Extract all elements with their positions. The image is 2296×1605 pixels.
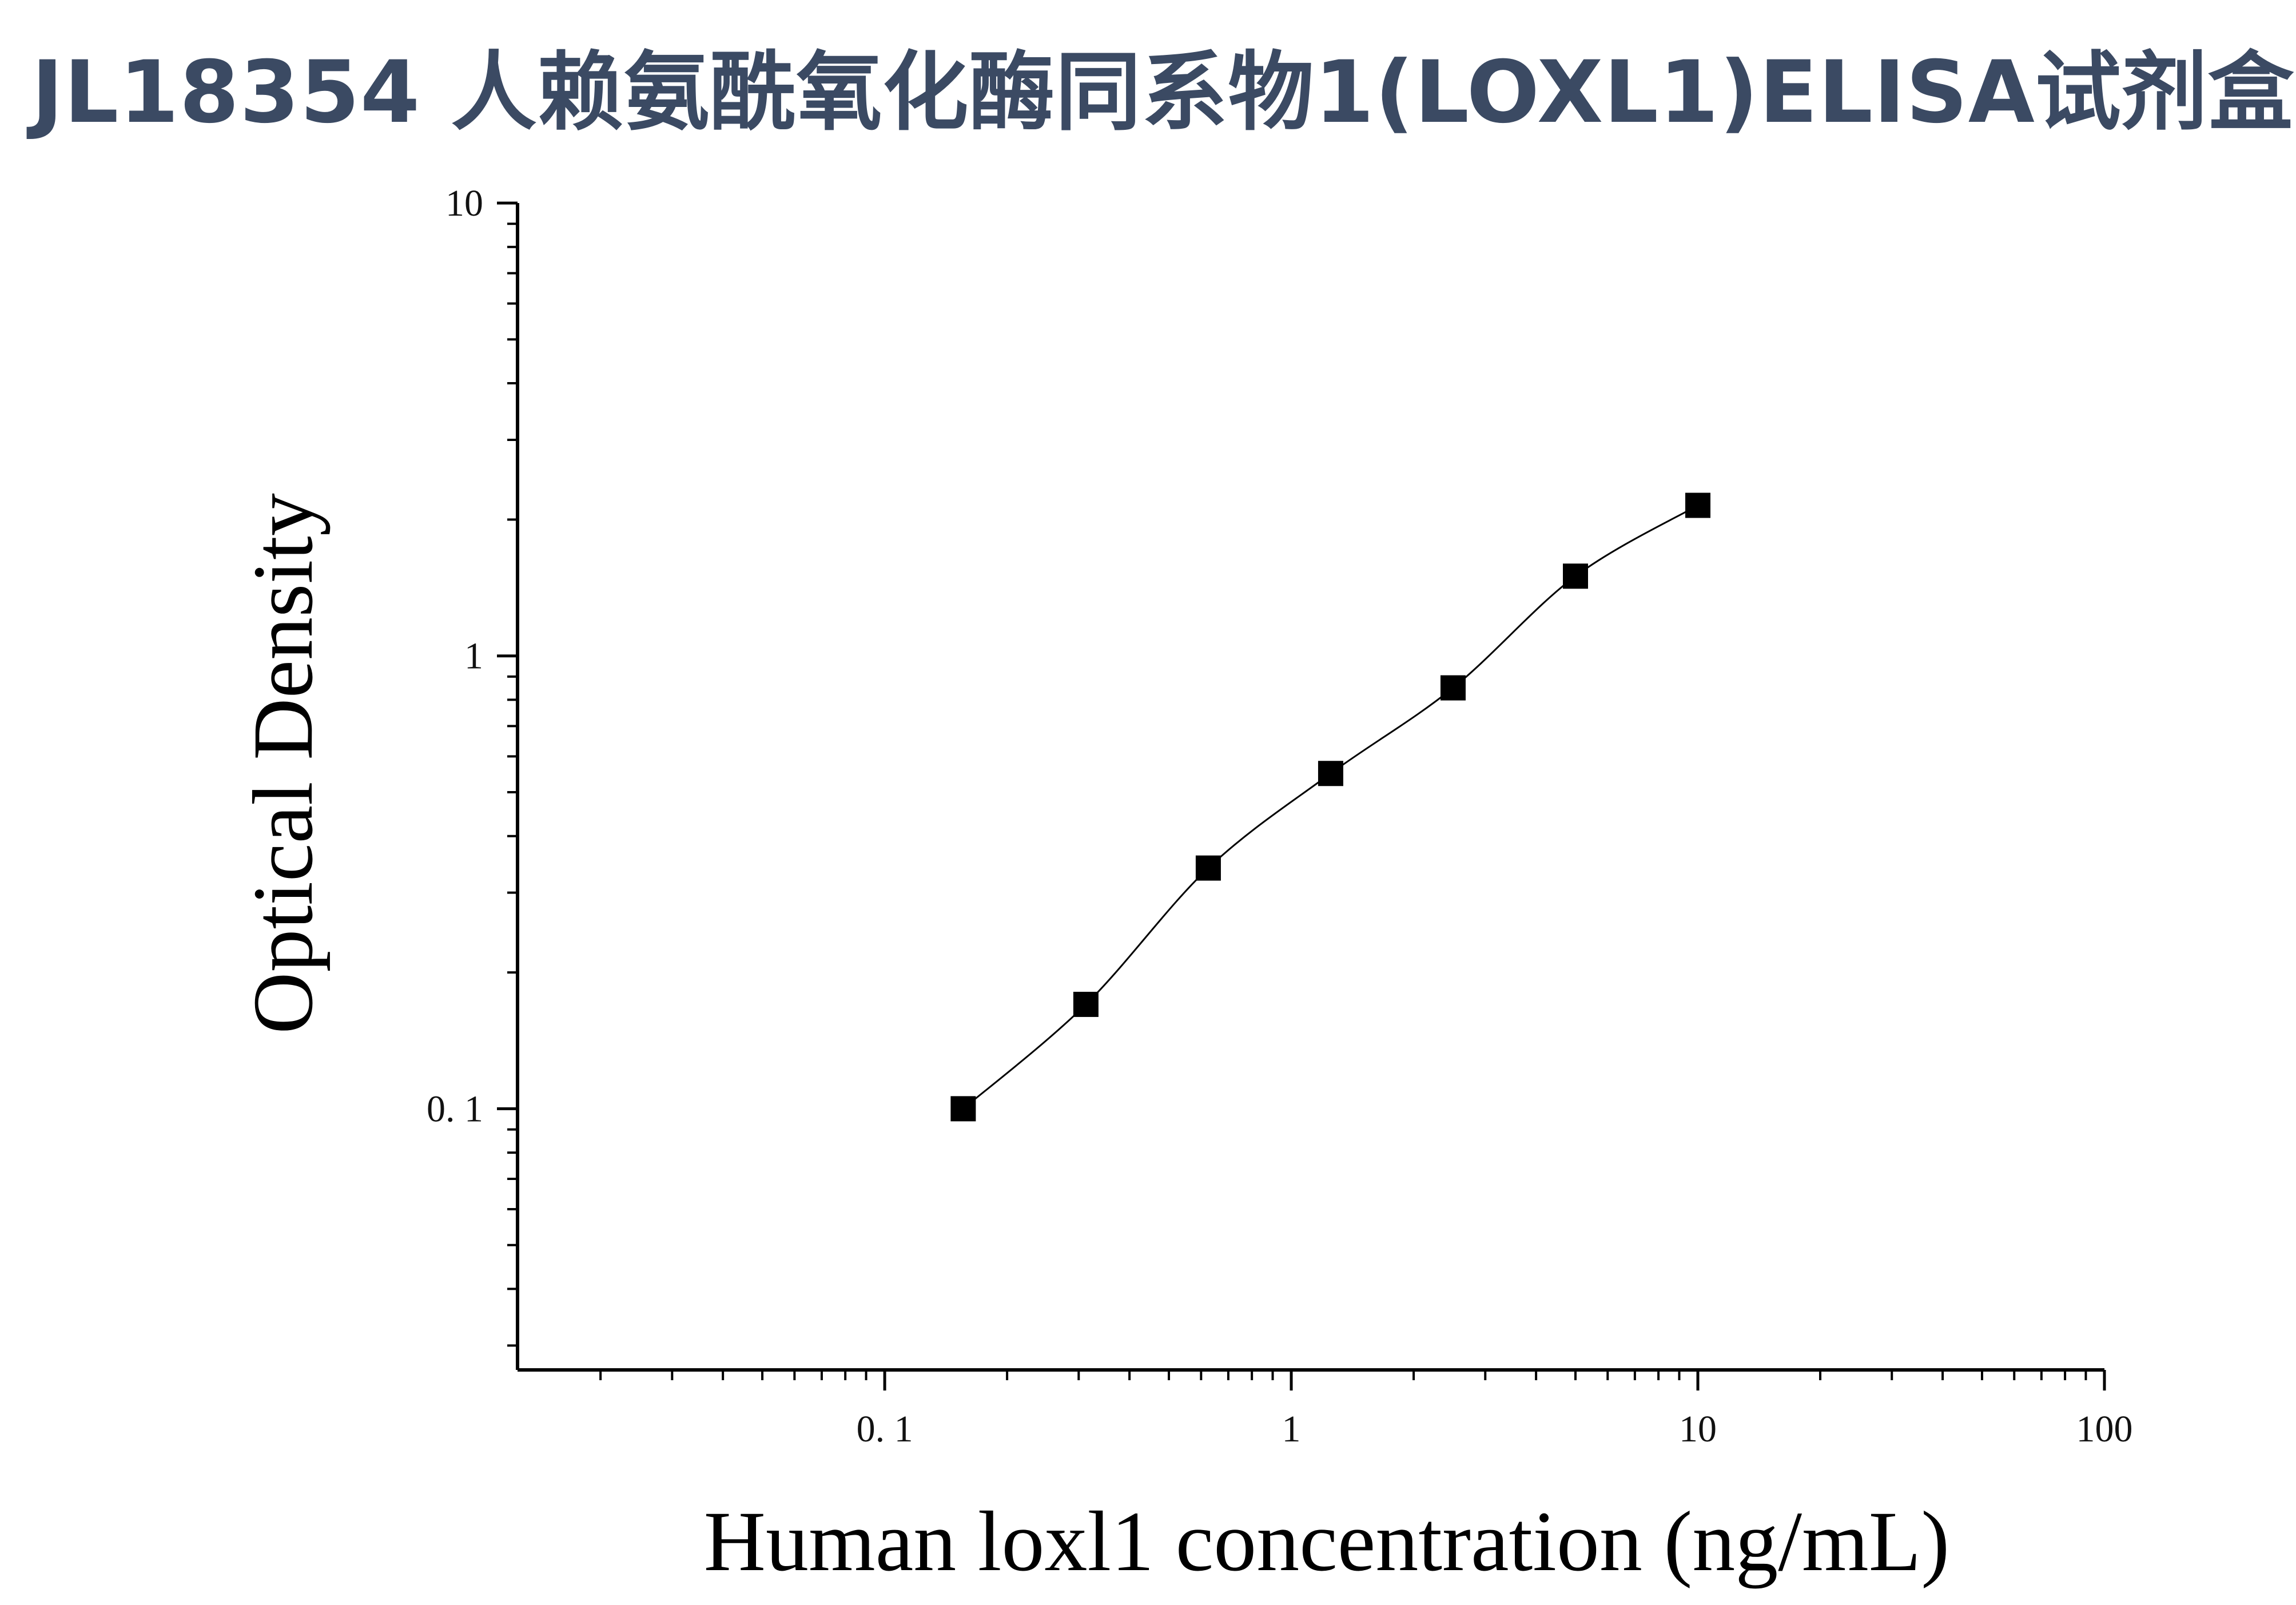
data-point [1195, 855, 1221, 881]
data-points [950, 492, 1711, 1122]
data-point [950, 1096, 976, 1122]
minor-ticks [507, 223, 2087, 1380]
y-axis-label: Optical Density [236, 493, 331, 1034]
y-tick-label: 0. 1 [427, 1088, 483, 1130]
major-ticks [497, 201, 2106, 1391]
x-axis-label: Human loxl1 concentration (ng/mL) [704, 1494, 1950, 1589]
tick-labels: 0. 1 1 10 100 0. 1 1 10 [427, 182, 2133, 1450]
y-tick-label: 10 [445, 182, 483, 224]
x-tick-label: 100 [2076, 1408, 2133, 1450]
x-tick-label: 10 [1679, 1408, 1717, 1450]
data-point [1073, 991, 1099, 1017]
data-point [1440, 675, 1466, 701]
x-tick-label: 1 [1282, 1408, 1301, 1450]
data-point [1318, 761, 1343, 786]
fit-curve [962, 504, 1698, 1110]
data-point [1563, 563, 1588, 589]
chart-title: JL18354 人赖氨酰氧化酶同系物1(LOXL1)ELISA试剂盒 [31, 43, 2294, 142]
x-tick-label: 0. 1 [857, 1408, 913, 1450]
axes [516, 203, 2104, 1372]
y-tick-label: 1 [464, 635, 483, 677]
data-point [1685, 492, 1711, 518]
